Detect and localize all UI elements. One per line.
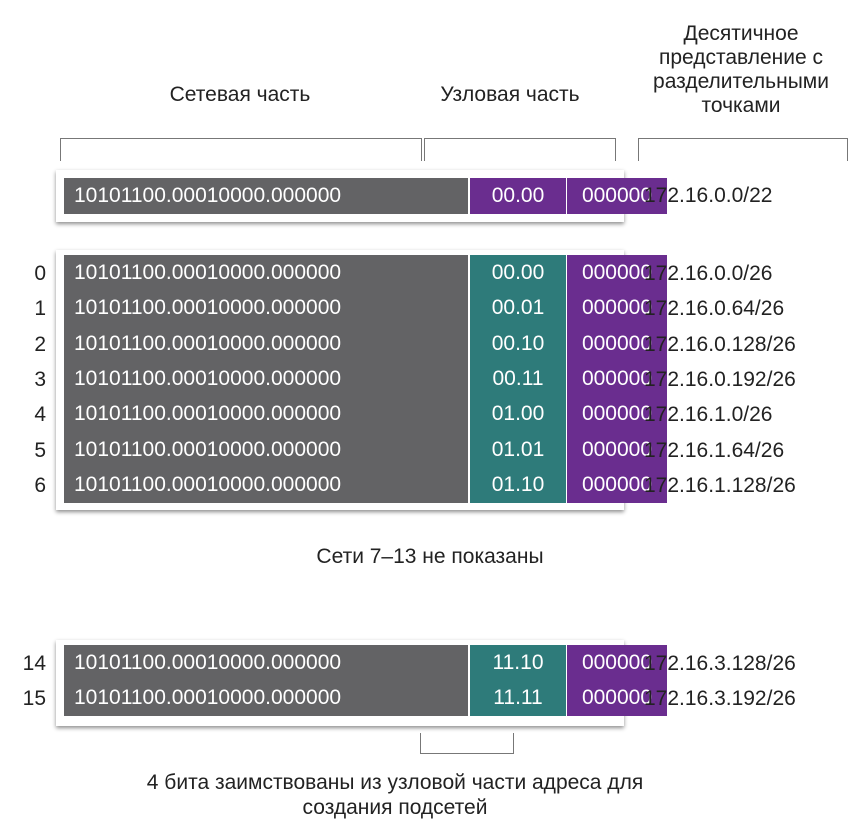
network-portion-bracket [60,138,422,161]
remaining-host-bits: 000000 [567,290,667,327]
network-bits: 10101100.00010000.000000 [64,645,468,681]
remaining-host-bits: 000000 [567,178,667,214]
network-portion-header: Сетевая часть [169,83,311,106]
host-bits: 00.00 [470,178,566,214]
subnet-decimal-address: 172.16.0.128/26 [644,332,796,356]
borrowed-subnet-bits: 00.10 [470,325,566,362]
borrowed-subnet-bits: 00.01 [470,290,566,327]
network-bits: 10101100.00010000.000000 [64,396,468,433]
subnet-decimal-address: 172.16.3.192/26 [644,687,796,710]
subnet-index: 0 [34,262,46,285]
subnet-decimal-address: 172.16.0.192/26 [644,367,796,391]
remaining-host-bits: 000000 [567,645,667,681]
remaining-host-bits: 000000 [567,255,667,291]
subnet-index: 4 [34,403,46,427]
network-bits: 10101100.00010000.000000 [64,360,468,397]
subnet-index: 3 [34,367,46,391]
remaining-host-bits: 000000 [567,680,667,716]
borrowed-subnet-bits: 00.00 [470,255,566,291]
borrowed-subnet-bits: 11.10 [470,645,566,681]
subnet-decimal-address: 172.16.1.128/26 [644,473,796,497]
borrowed-bits-note: 4 бита заимствованы из узловой части адр… [80,770,710,820]
network-bits: 10101100.00010000.000000 [64,178,468,214]
network-bits: 10101100.00010000.000000 [64,290,468,327]
network-bits: 10101100.00010000.000000 [64,325,468,362]
subnets-group: 10101100.00010000.000000 00.00 000000 10101… [56,250,667,510]
borrowed-bits-note-line2: создания подсетей [302,796,488,819]
remaining-host-bits: 000000 [567,431,667,468]
network-bits: 10101100.00010000.000000 [64,680,468,716]
borrowed-subnet-bits: 01.10 [470,466,566,503]
remaining-host-bits: 000000 [567,360,667,397]
subnet-index: 1 [34,297,46,321]
subnet-index: 15 [22,687,46,710]
remaining-host-bits: 000000 [567,466,667,503]
host-portion-header: Узловая часть [440,83,580,106]
network-bits: 10101100.00010000.000000 [64,431,468,468]
borrowed-bits-bracket [420,733,514,754]
last-subnets-group: 10101100.00010000.000000 11.10 000000 10101… [56,640,667,726]
decimal-bracket [638,138,848,161]
host-portion-bracket [424,138,616,161]
subnet-decimal-address: 172.16.0.64/26 [644,297,785,321]
subnet-decimal-address: 172.16.3.128/26 [644,652,796,675]
remaining-host-bits: 000000 [567,396,667,433]
remaining-host-bits: 000000 [567,325,667,362]
network-bits: 10101100.00010000.000000 [64,466,468,503]
borrowed-subnet-bits: 11.11 [470,680,566,716]
subnet-decimal-address: 172.16.0.0/26 [644,262,773,285]
network-bits: 10101100.00010000.000000 [64,255,468,291]
borrowed-subnet-bits: 01.00 [470,396,566,433]
borrowed-subnet-bits: 01.01 [470,431,566,468]
borrowed-bits-note-line1: 4 бита заимствованы из узловой части адр… [146,771,644,794]
subnet-index: 14 [22,652,46,675]
subnet-index: 5 [34,438,46,462]
hidden-subnets-note: Сети 7–13 не показаны [316,545,544,568]
subnet-index: 6 [34,473,46,497]
borrowed-subnet-bits: 00.11 [470,360,566,397]
subnet-decimal-address: 172.16.1.64/26 [644,438,785,462]
dotted-decimal-header: Десятичное представление с разделительны… [653,22,829,117]
subnet-decimal-address: 172.16.1.0/26 [644,403,773,427]
subnet-index: 2 [34,332,46,356]
base-decimal-address: 172.16.0.0/22 [644,184,773,207]
base-address-group: 10101100.00010000.000000 00.00 000000 [56,170,667,222]
